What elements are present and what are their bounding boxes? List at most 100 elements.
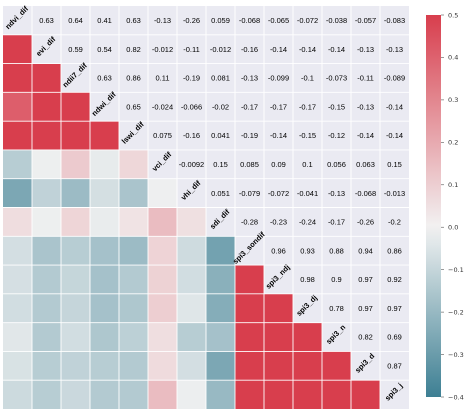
- heatmap-cell: [148, 236, 177, 266]
- value-label: -0.013: [384, 189, 405, 198]
- value-label: -0.02: [212, 102, 229, 111]
- value-label: -0.19: [241, 131, 258, 140]
- value-label: -0.072: [297, 16, 318, 25]
- value-label: 0.93: [300, 246, 315, 255]
- value-label: -0.012: [152, 45, 173, 54]
- value-label: 0.96: [271, 246, 286, 255]
- value-label: -0.14: [386, 102, 403, 111]
- value-label: 0.97: [358, 304, 373, 313]
- heatmap-cell: [148, 351, 177, 381]
- heatmap-cell: [235, 265, 264, 294]
- heatmap-cell: [61, 380, 90, 409]
- heatmap-cell: [61, 207, 90, 237]
- value-label: 0.15: [387, 160, 402, 169]
- value-label: 0.82: [126, 45, 141, 54]
- heatmap-cell: [264, 322, 293, 352]
- heatmap-cell: [235, 293, 264, 323]
- value-label: 0.86: [387, 246, 402, 255]
- heatmap-cell: [206, 322, 235, 352]
- value-label: -0.2: [388, 218, 401, 227]
- value-label: -0.23: [270, 218, 287, 227]
- heatmap-cell: [119, 207, 148, 237]
- value-label: 0.65: [126, 102, 141, 111]
- colorbar-tick-label: 0.5: [448, 11, 458, 19]
- value-label: -0.099: [268, 74, 289, 83]
- value-label: 0.11: [155, 74, 169, 83]
- value-label: -0.066: [181, 102, 202, 111]
- heatmap-cell: [3, 236, 32, 266]
- heatmap-cell: [119, 322, 148, 352]
- value-label: -0.26: [183, 16, 200, 25]
- heatmap-cell: [32, 92, 61, 122]
- value-label: -0.11: [183, 45, 200, 54]
- heatmap-cell: [293, 351, 322, 381]
- value-label: -0.041: [297, 189, 318, 198]
- heatmap-cell: [61, 149, 90, 179]
- value-label: -0.14: [270, 131, 287, 140]
- heatmap-gridlines: [3, 6, 409, 409]
- value-label: -0.14: [299, 45, 316, 54]
- heatmap-cell: [61, 265, 90, 294]
- value-label: -0.13: [357, 102, 374, 111]
- value-label: -0.17: [299, 102, 316, 111]
- value-label: -0.13: [154, 16, 171, 25]
- value-label: 0.92: [387, 275, 402, 284]
- heatmap-cell: [32, 380, 61, 409]
- heatmap-cell: [148, 293, 177, 323]
- value-label: -0.14: [270, 45, 287, 54]
- heatmap-cell: [177, 236, 206, 266]
- heatmap-cell: [3, 121, 32, 150]
- value-label: 0.085: [240, 160, 259, 169]
- heatmap-cell: [32, 265, 61, 294]
- value-label: 0.87: [387, 362, 402, 371]
- heatmap-cell: [32, 322, 61, 352]
- value-label: -0.0092: [179, 160, 204, 169]
- heatmap-cell: [119, 265, 148, 294]
- heatmap-cell: [32, 121, 61, 150]
- heatmap-cell: [119, 149, 148, 179]
- heatmap-cell: [3, 380, 32, 409]
- value-label: 0.081: [211, 74, 230, 83]
- colorbar-ticks: 0.5 0.4 0.3 0.2 0.1 0.0 −0.1 −0.2 −0.3 −0.4: [441, 11, 464, 401]
- heatmap-cell: [90, 380, 119, 409]
- value-label: 0.059: [211, 16, 230, 25]
- value-label: 0.69: [387, 333, 402, 342]
- value-label: -0.068: [239, 16, 260, 25]
- heatmap-cells: [3, 34, 380, 409]
- value-label: 0.09: [271, 160, 286, 169]
- value-label: -0.083: [384, 16, 405, 25]
- colorbar-tick-label: −0.3: [448, 351, 464, 359]
- value-labels: 0.63 0.64 0.41 0.63 -0.13 -0.26 0.059 -0.068 -0.…: [39, 16, 405, 370]
- heatmap-cell: [61, 121, 90, 150]
- heatmap-cell: [32, 236, 61, 266]
- heatmap-cell: [61, 92, 90, 122]
- value-label: -0.15: [328, 102, 345, 111]
- heatmap-cell: [3, 63, 32, 93]
- heatmap-cell: [3, 92, 32, 122]
- value-label: 0.97: [358, 275, 373, 284]
- value-label: 0.88: [329, 246, 344, 255]
- value-label: -0.28: [241, 218, 258, 227]
- colorbar-tick-label: 0.0: [448, 224, 458, 232]
- heatmap-cell: [119, 293, 148, 323]
- heatmap-cell: [32, 178, 61, 208]
- value-label: 0.041: [211, 131, 230, 140]
- heatmap-cell: [206, 293, 235, 323]
- value-label: -0.24: [299, 218, 316, 227]
- heatmap-cell: [177, 322, 206, 352]
- value-label: 0.59: [68, 45, 83, 54]
- value-label: 0.9: [331, 275, 341, 284]
- heatmap-cell: [3, 34, 32, 64]
- heatmap-cell: [177, 351, 206, 381]
- colorbar-tick-label: 0.1: [448, 181, 458, 189]
- heatmap-cell: [264, 380, 293, 409]
- value-label: -0.19: [183, 74, 200, 83]
- heatmap-cell: [148, 207, 177, 237]
- heatmap-cell: [90, 265, 119, 294]
- heatmap-cell: [177, 265, 206, 294]
- heatmap-cell: [293, 322, 322, 352]
- heatmap-cell: [3, 265, 32, 294]
- heatmap-cell: [177, 207, 206, 237]
- heatmap-cell: [206, 351, 235, 381]
- heatmap-cell: [3, 322, 32, 352]
